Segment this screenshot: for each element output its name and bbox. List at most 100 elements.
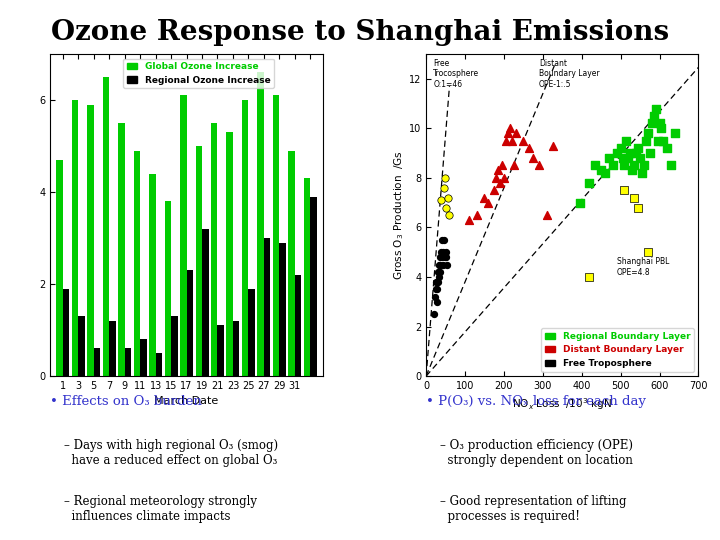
Point (632, 144, 644, 152)
Bar (264, 238, 271, 376)
Bar (294, 275, 302, 376)
Point (642, 129, 654, 138)
Bar (186, 270, 193, 376)
Bar (227, 132, 233, 376)
Bar (103, 77, 109, 376)
Point (438, 260, 449, 269)
Point (632, 203, 644, 212)
Point (435, 248, 446, 256)
Bar (211, 123, 217, 376)
Point (442, 193, 454, 202)
Point (443, 211, 454, 219)
Point (534, 161, 545, 170)
Point (494, 179, 505, 187)
Point (492, 166, 504, 175)
Bar (165, 201, 171, 376)
Point (615, 144, 626, 152)
Point (506, 137, 518, 145)
Bar (94, 348, 100, 376)
Point (431, 285, 443, 294)
Text: Free
Trocosphere
O:1=46: Free Trocosphere O:1=46 (433, 59, 480, 89)
Point (439, 253, 451, 261)
Text: • P(O₃) vs. NOₓ loss for each day: • P(O₃) vs. NOₓ loss for each day (426, 395, 646, 408)
Point (629, 161, 640, 170)
Bar (304, 178, 310, 376)
Point (546, 141, 558, 150)
Bar (196, 146, 202, 376)
Legend: Regional Boundary Layer, Distant Boundary Layer, Free Troposphere: Regional Boundary Layer, Distant Boundar… (541, 328, 694, 372)
Point (510, 129, 521, 138)
Text: – Good representation of lifting
  processes is required!: – Good representation of lifting process… (440, 495, 626, 523)
Point (441, 203, 452, 212)
Point (504, 124, 516, 133)
Bar (72, 100, 78, 376)
Bar (242, 100, 248, 376)
Legend: Global Ozone Increase, Regional Ozone Increase: Global Ozone Increase, Regional Ozone In… (123, 58, 274, 88)
Point (657, 137, 669, 145)
Point (441, 260, 452, 269)
Point (439, 173, 451, 182)
Point (518, 137, 529, 145)
Point (434, 253, 446, 261)
Point (621, 137, 632, 145)
Point (438, 184, 449, 192)
Bar (279, 242, 286, 376)
Point (652, 137, 663, 145)
Point (665, 161, 677, 170)
Point (432, 268, 444, 276)
Y-axis label: Gross O$_3$ Production  /Gs: Gross O$_3$ Production /Gs (392, 150, 406, 280)
Point (638, 161, 649, 170)
Point (498, 173, 510, 182)
Point (433, 273, 445, 281)
Point (650, 104, 662, 113)
Point (624, 149, 636, 158)
Point (595, 166, 607, 175)
Point (508, 161, 519, 170)
X-axis label: March Date: March Date (154, 396, 219, 407)
Point (631, 149, 642, 158)
Bar (56, 160, 63, 376)
Bar (134, 151, 140, 376)
Point (648, 112, 660, 120)
Point (428, 310, 440, 319)
Point (662, 144, 673, 152)
Point (607, 161, 618, 170)
Point (500, 137, 512, 145)
Bar (125, 348, 131, 376)
Text: • Effects on O₃ burden: • Effects on O₃ burden (50, 395, 202, 408)
Bar (310, 197, 317, 376)
Point (618, 186, 630, 194)
Bar (217, 326, 224, 376)
Point (617, 154, 629, 163)
Bar (156, 353, 162, 376)
Bar (109, 321, 116, 376)
Point (430, 285, 441, 294)
Point (574, 198, 585, 207)
Point (431, 298, 442, 306)
Text: – O₃ production efficiency (OPE)
  strongly dependent on location: – O₃ production efficiency (OPE) strongl… (440, 440, 633, 468)
Point (523, 144, 535, 152)
Point (471, 211, 482, 219)
Point (590, 161, 601, 170)
Bar (87, 105, 94, 376)
Point (488, 186, 500, 194)
Bar (149, 174, 156, 376)
Point (656, 124, 667, 133)
Point (670, 129, 681, 138)
Point (482, 198, 494, 207)
Point (434, 260, 446, 269)
Point (438, 235, 450, 244)
Bar (202, 229, 209, 376)
Point (463, 215, 474, 224)
Point (441, 253, 452, 261)
Point (429, 293, 441, 301)
Point (490, 173, 502, 182)
Point (440, 248, 451, 256)
Point (636, 168, 648, 177)
Point (642, 248, 654, 256)
Point (541, 211, 552, 219)
Point (646, 119, 657, 127)
X-axis label: NO$_x$ Loss  /10$^3$ kgN: NO$_x$ Loss /10$^3$ kgN (513, 396, 612, 413)
Point (640, 137, 652, 145)
Bar (171, 316, 178, 376)
